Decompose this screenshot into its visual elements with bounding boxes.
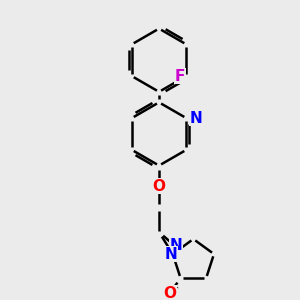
Text: N: N: [189, 111, 202, 126]
Text: O: O: [152, 178, 166, 194]
Text: N: N: [170, 238, 183, 253]
Text: F: F: [175, 68, 185, 83]
Text: N: N: [165, 247, 178, 262]
Text: O: O: [163, 286, 176, 300]
